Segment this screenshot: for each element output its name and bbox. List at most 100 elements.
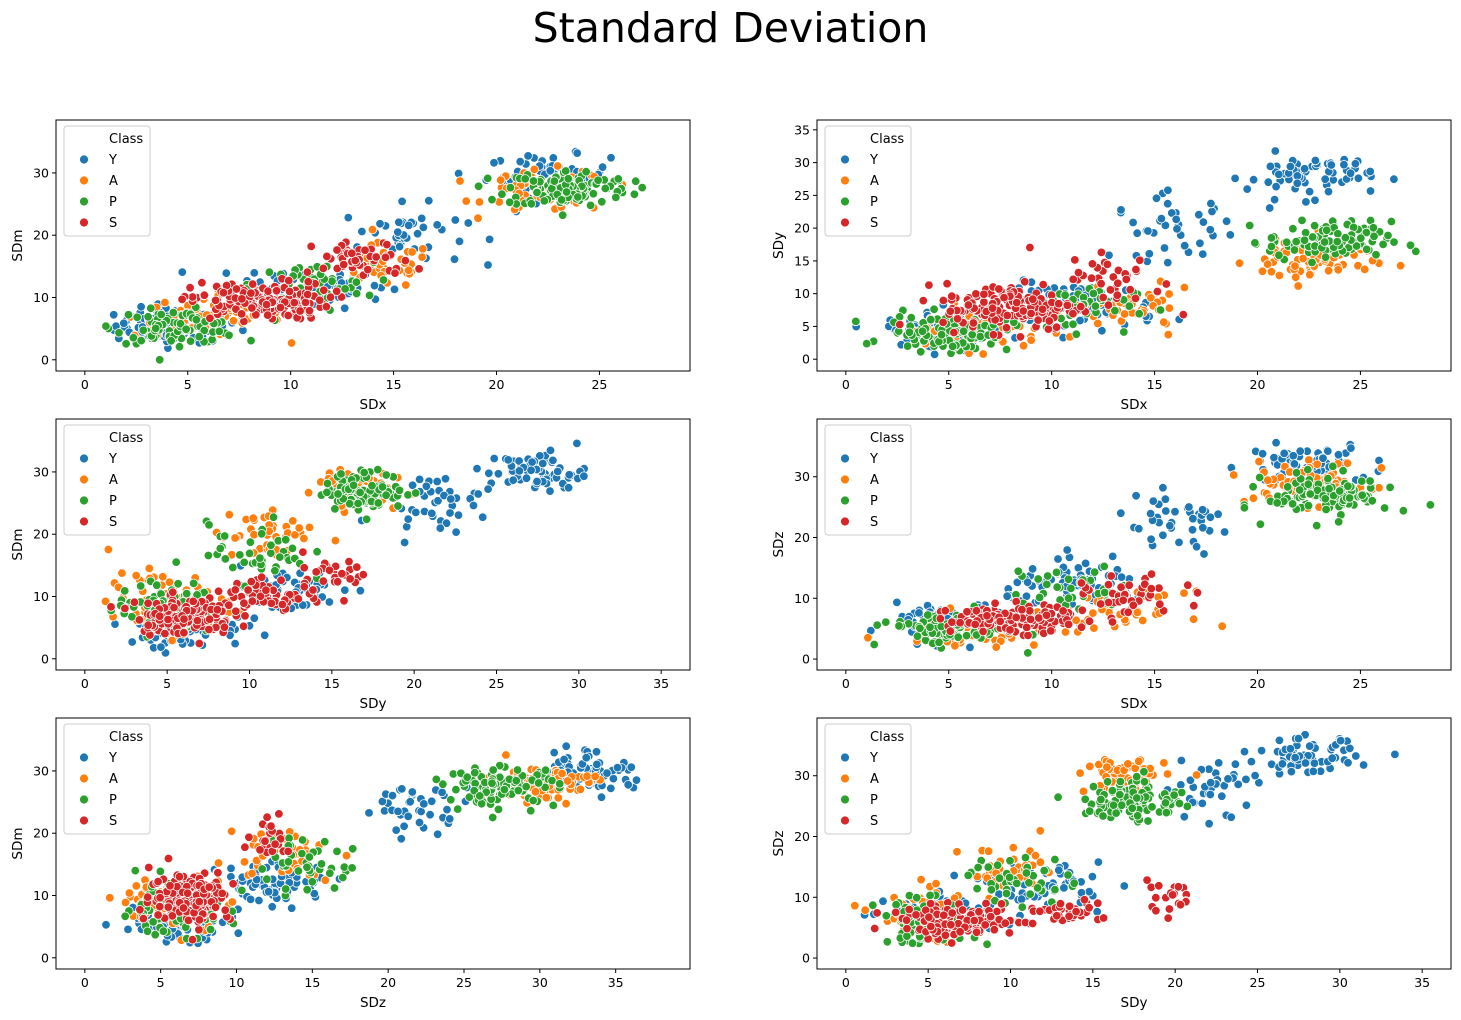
- data-point-S: [304, 277, 313, 286]
- data-point-A: [1306, 270, 1315, 279]
- x-tick-label: 20: [489, 377, 505, 392]
- legend-label: P: [109, 494, 117, 509]
- data-point-S: [1018, 605, 1027, 614]
- y-tick-label: 10: [794, 591, 810, 606]
- data-point-S: [277, 576, 286, 585]
- data-point-P: [131, 866, 140, 875]
- data-point-S: [214, 869, 223, 878]
- data-point-S: [980, 298, 989, 307]
- data-point-S: [1045, 317, 1054, 326]
- data-point-S: [231, 586, 240, 595]
- x-tick-label: 15: [1147, 377, 1163, 392]
- data-point-S: [154, 877, 163, 886]
- data-point-A: [1164, 330, 1173, 339]
- data-point-Y: [1366, 167, 1375, 176]
- x-tick-label: 20: [380, 975, 396, 990]
- data-point-Y: [415, 475, 424, 484]
- data-point-Y: [1242, 775, 1251, 784]
- x-axis-label: SDy: [360, 696, 387, 712]
- data-point-Y: [1017, 895, 1026, 904]
- data-point-S: [1113, 291, 1122, 300]
- data-point-Y: [1293, 179, 1302, 188]
- data-point-Y: [433, 830, 442, 839]
- data-point-P: [313, 547, 322, 556]
- data-point-A: [1030, 641, 1039, 650]
- data-point-P: [937, 330, 946, 339]
- x-tick-label: 15: [386, 377, 402, 392]
- data-point-P: [339, 873, 348, 882]
- data-point-A: [1180, 589, 1189, 598]
- data-point-A: [1189, 615, 1198, 624]
- data-point-S: [195, 916, 204, 925]
- data-point-S: [401, 256, 410, 265]
- subplot-2: 0 5 10 15 20 2505101520253035SDxSDyClassYAPS: [771, 120, 1451, 413]
- data-point-P: [1043, 572, 1052, 581]
- y-tick-label: 10: [794, 286, 810, 301]
- data-point-S: [315, 296, 324, 305]
- data-point-Y: [593, 760, 602, 769]
- data-point-P: [147, 304, 156, 313]
- data-point-A: [1305, 456, 1314, 465]
- data-point-P: [1091, 302, 1100, 311]
- data-point-Y: [446, 509, 455, 518]
- data-point-Y: [397, 835, 406, 844]
- data-point-Y: [454, 169, 463, 178]
- data-point-S: [220, 623, 229, 632]
- x-tick-label: 25: [591, 377, 607, 392]
- data-point-S: [988, 304, 997, 313]
- data-point-S: [979, 627, 988, 636]
- data-point-Y: [1028, 565, 1037, 574]
- data-point-P: [263, 875, 272, 884]
- legend-label: S: [109, 515, 117, 530]
- data-point-P: [256, 554, 265, 563]
- data-point-A: [342, 851, 351, 860]
- data-point-Y: [1146, 509, 1155, 518]
- data-point-S: [1038, 305, 1047, 314]
- data-point-Y: [438, 788, 447, 797]
- data-point-P: [1014, 567, 1023, 576]
- data-point-S: [1003, 311, 1012, 320]
- data-point-A: [531, 788, 540, 797]
- data-point-S: [180, 628, 189, 637]
- data-point-Y: [1251, 771, 1260, 780]
- data-point-S: [1026, 615, 1035, 624]
- data-point-S: [164, 903, 173, 912]
- data-point-A: [231, 534, 240, 543]
- data-point-S: [156, 893, 165, 902]
- data-point-Y: [268, 903, 277, 912]
- data-point-S: [206, 314, 215, 323]
- y-tick-label: 5: [802, 319, 810, 334]
- data-point-S: [996, 617, 1005, 626]
- data-point-Y: [1189, 514, 1198, 523]
- data-point-Y: [1346, 744, 1355, 753]
- legend-marker-S: [80, 218, 89, 227]
- data-point-P: [360, 468, 369, 477]
- x-tick-label: 5: [184, 377, 192, 392]
- subplot-5: 0 5 10 15 20 25 30 350102030SDzSDmClassYAPS: [10, 718, 690, 1011]
- data-point-Y: [1309, 767, 1318, 776]
- data-point-P: [246, 538, 255, 547]
- data-point-Y: [573, 439, 582, 448]
- data-point-Y: [494, 470, 503, 479]
- data-point-P: [526, 806, 535, 815]
- data-point-S: [107, 603, 116, 612]
- legend-label: Y: [108, 452, 117, 467]
- legend: ClassYAPS: [825, 126, 911, 236]
- legend-marker-P: [841, 197, 850, 206]
- data-point-P: [1064, 575, 1073, 584]
- data-point-P: [155, 356, 164, 365]
- data-point-Y: [627, 763, 636, 772]
- data-point-P: [1249, 483, 1258, 492]
- data-point-P: [320, 837, 329, 846]
- data-point-Y: [1117, 573, 1126, 582]
- data-point-P: [918, 327, 927, 336]
- legend-label: Y: [108, 153, 117, 168]
- y-axis-label: SDy: [771, 232, 787, 259]
- y-tick-label: 0: [802, 352, 810, 367]
- data-point-P: [175, 342, 184, 351]
- data-point-P: [374, 465, 383, 474]
- data-point-A: [1291, 273, 1300, 282]
- data-point-Y: [1257, 746, 1266, 755]
- data-point-S: [1132, 265, 1141, 274]
